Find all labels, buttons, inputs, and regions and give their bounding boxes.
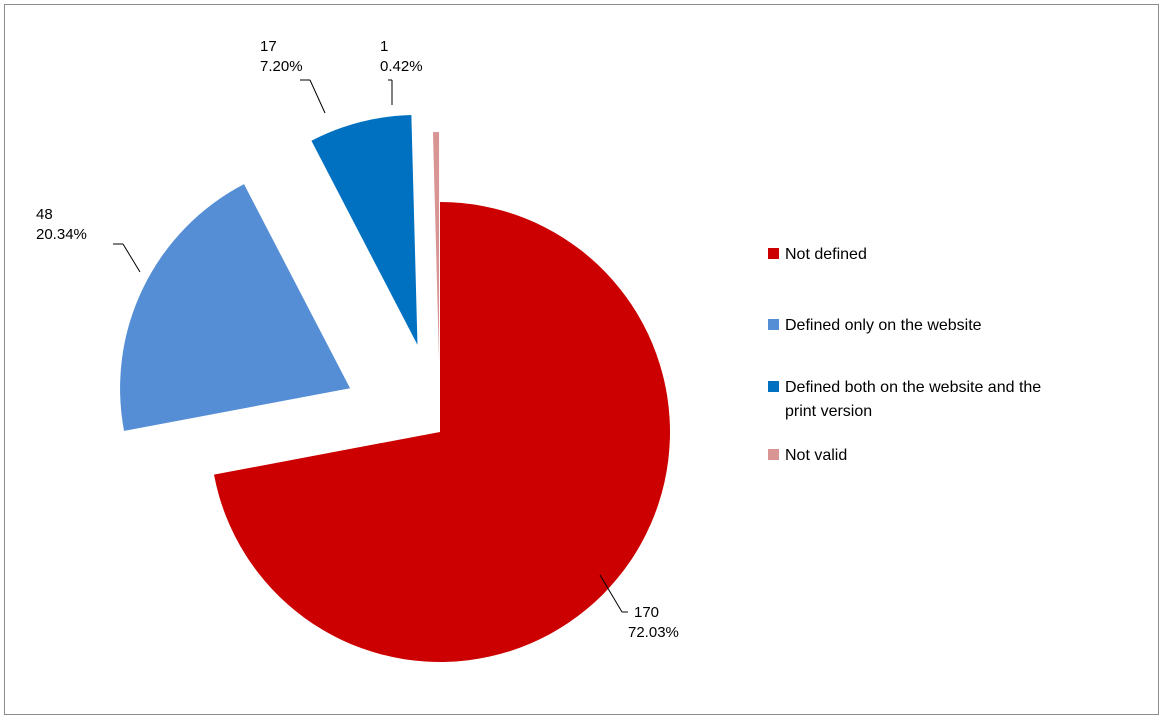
legend-label: Not defined bbox=[785, 246, 867, 263]
pie-slice-not-valid bbox=[432, 132, 440, 363]
legend-swatch bbox=[768, 319, 779, 330]
legend-swatch bbox=[768, 248, 779, 259]
leader-line bbox=[599, 574, 623, 613]
pie-slice-defined-only-on-the-website bbox=[120, 184, 351, 431]
data-label-value: 17 bbox=[260, 38, 277, 55]
legend-swatch bbox=[768, 449, 779, 460]
legend-label: Not valid bbox=[785, 447, 847, 464]
pie-slice-not-defined bbox=[213, 202, 670, 662]
data-label-value: 170 bbox=[634, 604, 659, 621]
leader-line bbox=[309, 79, 326, 114]
legend-label: print version bbox=[785, 403, 872, 420]
pie-slice-defined-both-on-the-website-and-the-print-version bbox=[311, 114, 418, 345]
leader-line bbox=[122, 243, 141, 273]
data-label-percent: 72.03% bbox=[628, 624, 679, 641]
legend-label: Defined only on the website bbox=[785, 317, 982, 334]
legend-item: Not valid bbox=[768, 447, 847, 464]
data-label-percent: 7.20% bbox=[260, 58, 303, 75]
data-label-value: 1 bbox=[380, 38, 388, 55]
data-label-percent: 0.42% bbox=[380, 58, 423, 75]
legend-item: Defined only on the website bbox=[768, 317, 982, 334]
legend-item: Defined both on the website and the print… bbox=[768, 379, 1041, 420]
data-label-percent: 20.34% bbox=[36, 226, 87, 243]
legend-label: Defined both on the website and the bbox=[785, 379, 1041, 396]
data-label-value: 48 bbox=[36, 206, 53, 223]
legend-item: Not defined bbox=[768, 246, 867, 263]
legend-swatch bbox=[768, 381, 779, 392]
